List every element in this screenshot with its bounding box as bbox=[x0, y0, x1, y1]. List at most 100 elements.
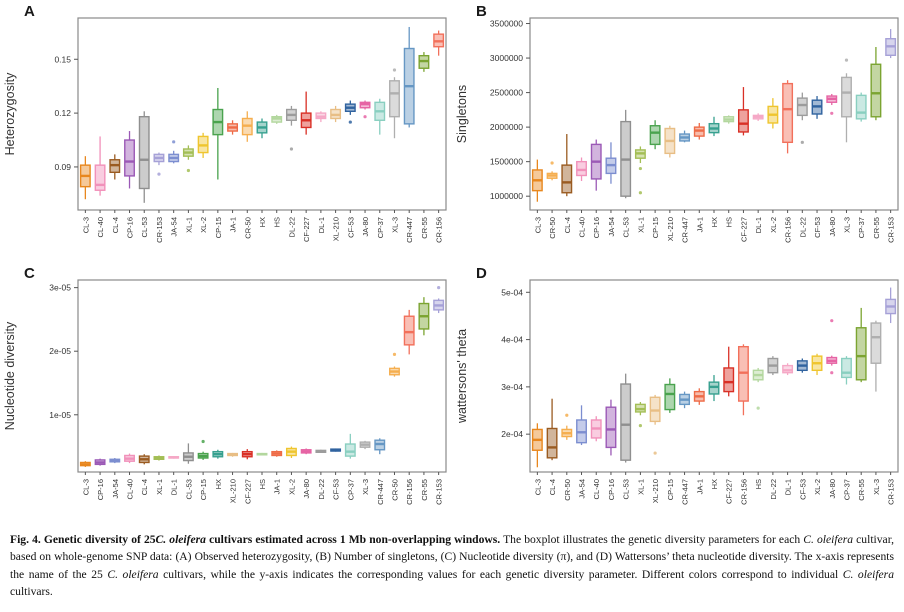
x-tick-label: HS bbox=[754, 479, 763, 489]
iqr-box bbox=[576, 160, 587, 177]
box-CP-16: CP-16 bbox=[124, 131, 135, 238]
x-tick-label: CR-447 bbox=[681, 479, 690, 505]
x-tick-label: XL-1 bbox=[155, 479, 164, 495]
x-tick-label: DL-22 bbox=[287, 217, 296, 237]
x-tick-label: JA-1 bbox=[695, 479, 704, 494]
box-JA-1: JA-1 bbox=[693, 122, 705, 232]
box-CR-50: CR-50 bbox=[241, 111, 253, 239]
box-CL-40: CL-40 bbox=[576, 157, 587, 237]
iqr-box bbox=[723, 367, 735, 393]
box-CR-156: CR-156 bbox=[433, 30, 445, 243]
box-CL-4: CL-4 bbox=[109, 154, 121, 233]
x-tick-label: CP-16 bbox=[126, 217, 135, 238]
box-CR-153: CR-153 bbox=[885, 287, 897, 505]
caption-segment: C. oleifera bbox=[803, 533, 854, 546]
x-tick-label: XL-210 bbox=[651, 479, 660, 503]
x-tick-label: CF-53 bbox=[346, 217, 355, 238]
x-tick-label: XL-210 bbox=[666, 217, 675, 241]
y-tick-label: 2e-04 bbox=[501, 429, 523, 439]
iqr-box bbox=[870, 322, 882, 364]
box-CR-50: CR-50 bbox=[561, 413, 573, 501]
box-CF-53: CF-53 bbox=[330, 448, 342, 500]
x-tick-label: CR-153 bbox=[887, 479, 896, 505]
box-CL-3: CL-3 bbox=[79, 156, 91, 233]
box-CR-55: CR-55 bbox=[855, 307, 867, 501]
caption-segment: C. oleifera bbox=[842, 567, 894, 581]
y-tick-label: 0.12 bbox=[54, 108, 71, 118]
box-CL-53: CL-53 bbox=[620, 109, 632, 237]
x-tick-label: CR-153 bbox=[435, 479, 444, 505]
outlier-point bbox=[830, 371, 834, 375]
box-CR-447: CR-447 bbox=[374, 438, 386, 505]
x-tick-label: CP-15 bbox=[666, 479, 675, 500]
box-XL-3: XL-3 bbox=[870, 320, 882, 495]
iqr-box bbox=[841, 76, 852, 118]
y-tick-label: 2e-05 bbox=[49, 346, 71, 356]
iqr-box bbox=[782, 82, 794, 144]
x-tick-label: XL-3 bbox=[361, 479, 370, 495]
box-XL-210: XL-210 bbox=[664, 125, 676, 241]
caption-segment: C. oleifera bbox=[155, 533, 206, 546]
iqr-box bbox=[841, 357, 852, 379]
box-CR-153: CR-153 bbox=[153, 152, 165, 243]
x-tick-label: CL-4 bbox=[563, 217, 572, 233]
y-tick-label: 3500000 bbox=[490, 19, 523, 29]
caption-segment: Fig. 4. Genetic diversity of 25 bbox=[10, 533, 156, 546]
x-tick-label: CP-16 bbox=[96, 479, 105, 500]
x-tick-label: CP-37 bbox=[346, 479, 355, 500]
box-CL-40: CL-40 bbox=[94, 136, 106, 237]
outlier-point bbox=[800, 140, 804, 144]
box-HX: HX bbox=[212, 449, 224, 489]
x-tick-label: CL-3 bbox=[533, 217, 542, 233]
outlier-point bbox=[289, 147, 294, 151]
x-tick-label: CL-4 bbox=[140, 479, 149, 495]
x-tick-label: CL-4 bbox=[111, 217, 120, 233]
x-tick-label: CF-53 bbox=[798, 479, 807, 500]
box-DL-22: DL-22 bbox=[796, 92, 808, 237]
box-CL-53: CL-53 bbox=[620, 373, 632, 499]
panel-letter: C bbox=[24, 265, 35, 282]
x-tick-label: CP-15 bbox=[651, 217, 660, 238]
x-tick-label: JA-80 bbox=[828, 479, 837, 499]
x-tick-label: CP-16 bbox=[607, 479, 616, 500]
box-XL-3: XL-3 bbox=[841, 58, 852, 233]
y-tick-label: 0.15 bbox=[54, 54, 71, 64]
x-tick-label: CF-227 bbox=[739, 217, 748, 242]
outlier-point bbox=[756, 406, 760, 410]
box-DL-22: DL-22 bbox=[285, 105, 297, 237]
box-XL-2: XL-2 bbox=[197, 132, 209, 233]
iqr-box bbox=[94, 164, 106, 191]
x-tick-label: XL-1 bbox=[636, 479, 645, 495]
caption-segment: cultivars estimated across 1 Mb non-over… bbox=[205, 533, 501, 546]
box-CL-3: CL-3 bbox=[531, 159, 543, 233]
y-axis-label: Nucleotide diversity bbox=[3, 321, 17, 430]
box-CR-447: CR-447 bbox=[403, 26, 415, 243]
iqr-box bbox=[403, 315, 415, 346]
box-CL-53: CL-53 bbox=[182, 443, 194, 499]
box-JA-1: JA-1 bbox=[227, 120, 239, 232]
x-tick-label: CF-53 bbox=[813, 217, 822, 238]
box-XL-3: XL-3 bbox=[389, 68, 400, 233]
x-tick-label: CL-3 bbox=[81, 217, 90, 233]
iqr-box bbox=[649, 125, 661, 146]
panel-a-heterozygosity-boxplot: A Heterozygosity 0.09 0.12 0.15 CL-3 CL-40 CL-4… bbox=[0, 0, 452, 262]
box-HX: HX bbox=[256, 118, 268, 227]
panel-B-chart: B Singletons 1000000 1500000 2000000 2500000 3… bbox=[455, 3, 899, 243]
x-tick-label: JA-54 bbox=[111, 479, 120, 499]
outlier-point bbox=[437, 286, 441, 290]
x-tick-label: CL-53 bbox=[140, 217, 149, 237]
box-XL-2: XL-2 bbox=[767, 98, 779, 233]
iqr-box bbox=[389, 80, 400, 118]
y-tick-label: 3e-05 bbox=[49, 283, 71, 293]
box-CR-447: CR-447 bbox=[679, 130, 691, 243]
caption-segment: cultivars. bbox=[10, 585, 53, 599]
iqr-box bbox=[664, 383, 676, 411]
box-CL-4: CL-4 bbox=[138, 454, 150, 495]
y-tick-label: 5e-04 bbox=[501, 287, 523, 297]
iqr-box bbox=[737, 109, 749, 133]
outlier-point bbox=[550, 161, 554, 165]
box-CR-153: CR-153 bbox=[885, 29, 897, 243]
box-HX: HX bbox=[708, 375, 720, 489]
box-JA-54: JA-54 bbox=[576, 405, 587, 499]
